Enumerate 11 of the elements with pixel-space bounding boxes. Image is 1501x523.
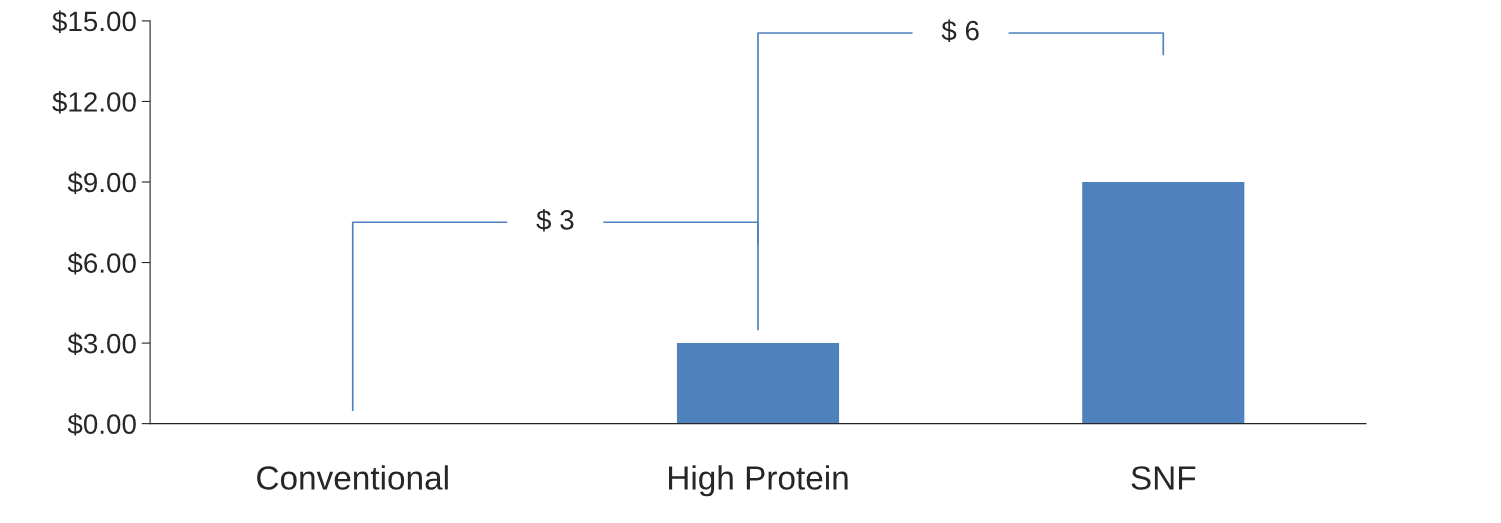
x-tick-label: Conventional [257,465,448,490]
x-tick-label: High Protein [669,465,848,497]
y-tick-label: $9.00 [67,171,136,194]
y-tick-label: $3.00 [67,332,136,356]
annotation: $ 3 [536,208,574,232]
y-tick-label: $12.00 [52,90,136,114]
y-tick-label: $0.00 [67,413,136,436]
y-tick-label: $15.00 [52,10,136,33]
annotation: $ 6 [941,19,979,43]
x-tick-label: SNF [1131,466,1196,490]
y-tick-label: $6.00 [67,252,136,275]
